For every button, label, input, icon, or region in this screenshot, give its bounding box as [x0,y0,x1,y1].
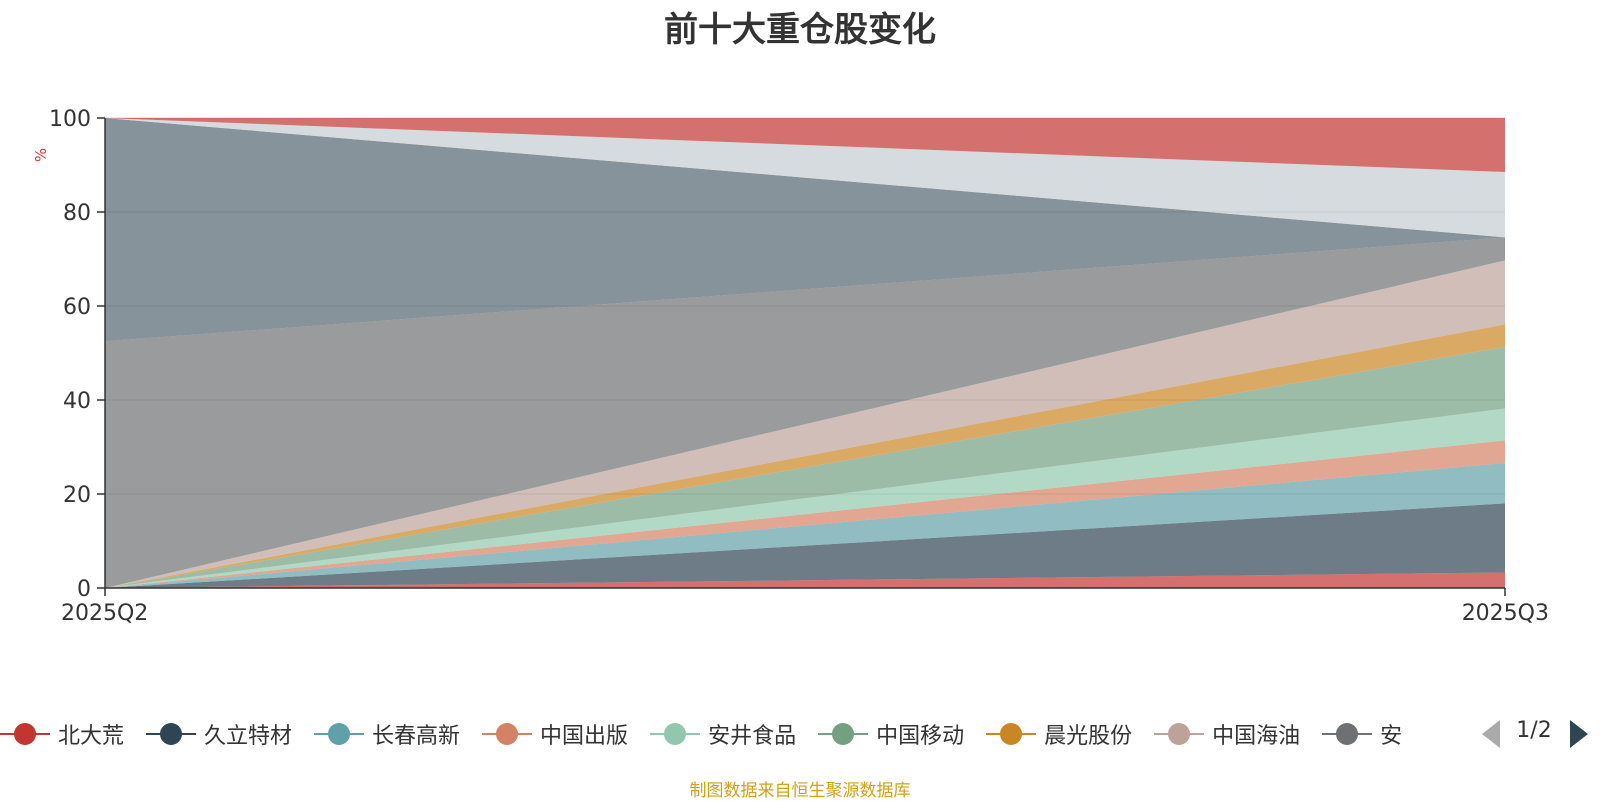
legend-marker-icon [482,722,533,746]
legend-label: 安 [1380,724,1403,749]
legend-item[interactable]: 中国海油 [1154,712,1300,756]
legend-item[interactable]: 中国出版 [482,712,628,756]
legend-marker-icon [818,722,869,746]
legend-item[interactable]: 安井食品 [650,712,796,756]
area-series-3 [105,440,1505,588]
area-series-8 [105,237,1505,588]
area-series-2 [105,462,1505,588]
legend-marker-icon [314,722,365,746]
legend-marker-icon [986,722,1037,746]
y-tick-label: 100 [49,107,91,132]
legend-pager: 1/2 [1480,712,1600,756]
area-series-6 [105,324,1505,588]
y-tick-label: 80 [63,201,91,226]
legend-next-icon[interactable] [1570,720,1588,748]
legend-label: 中国出版 [540,724,629,749]
legend-marker-icon [1322,722,1373,746]
axes: 0 20 40 60 80 100 2025Q2 2025Q3 [49,107,1549,626]
legend-marker-icon [1154,722,1205,746]
y-tick-label: 20 [63,483,91,508]
legend-marker-icon [146,722,197,746]
legend-label: 晨光股份 [1044,724,1133,749]
chart-title: 前十大重仓股变化 [664,10,936,50]
legend-item[interactable]: 长春高新 [314,712,460,756]
legend-label: 中国移动 [876,724,965,749]
stacked-area-chart: 0 20 40 60 80 100 2025Q2 2025Q3 [49,107,1549,626]
legend-page-indicator: 1/2 [1516,718,1552,743]
x-tick-label: 2025Q2 [61,601,148,626]
legend-item[interactable]: 久立特材 [146,712,292,756]
y-tick-label: 0 [77,577,91,602]
legend-label: 久立特材 [204,724,293,749]
area-series-4 [105,408,1505,588]
data-source-note: 制图数据来自恒生聚源数据库 [689,781,911,801]
y-tick-label: 40 [63,389,91,414]
area-series-10 [105,118,1505,238]
legend-label: 中国海油 [1212,724,1301,749]
area-series-1 [105,503,1505,588]
legend-item[interactable]: 中国移动 [818,712,964,756]
area-series-11 [105,118,1505,173]
legend-item[interactable]: 安 [1322,712,1402,756]
legend-label: 北大荒 [58,724,125,749]
legend: 北大荒 久立特材 长春高新 中国出版 安井食品 中国移动 晨光股份 中国海油 安 1/2 [0,712,1600,756]
legend-items: 北大荒 久立特材 长春高新 中国出版 安井食品 中国移动 晨光股份 中国海油 安 [0,712,1480,756]
legend-item[interactable]: 晨光股份 [986,712,1132,756]
x-tick-label: 2025Q3 [1462,601,1549,626]
legend-item[interactable]: 北大荒 [0,712,124,756]
area-series-9 [105,118,1505,342]
y-tick-label: 60 [63,295,91,320]
legend-prev-icon[interactable] [1482,720,1500,748]
legend-label: 长春高新 [372,724,461,749]
area-series [105,118,1505,588]
legend-marker-icon [0,722,50,746]
legend-label: 安井食品 [708,724,797,749]
legend-marker-icon [650,722,701,746]
